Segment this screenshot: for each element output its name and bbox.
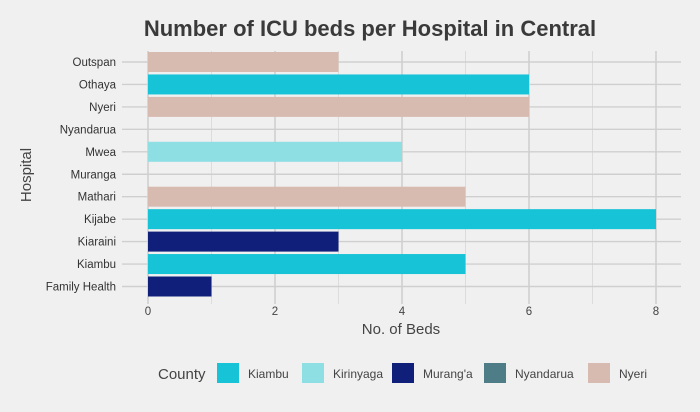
legend: County Kiambu Kirinyaga Murang'a Nyandarua N… (158, 363, 647, 383)
legend-label: Nyeri (619, 367, 647, 381)
legend-title: County (158, 366, 206, 383)
legend-item-nyandarua: Nyandarua (484, 363, 574, 383)
y-tick-label: Muranga (71, 169, 117, 181)
chart-title: Number of ICU beds per Hospital in Centr… (144, 16, 596, 41)
x-tick-label: 4 (399, 306, 406, 318)
bar-kiaraini (148, 231, 339, 252)
y-tick-label: Nyeri (89, 102, 116, 114)
x-tick-label: 8 (653, 306, 659, 318)
bar-mwea (148, 141, 402, 162)
bar-nyeri (148, 96, 529, 117)
y-tick-label: Outspan (73, 57, 116, 69)
bar-family-health (148, 276, 212, 297)
legend-swatch (588, 363, 610, 383)
y-tick-label: Mwea (85, 147, 116, 159)
legend-item-murang-a: Murang'a (392, 363, 473, 383)
legend-item-kiambu: Kiambu (217, 363, 289, 383)
x-tick-label: 0 (145, 306, 151, 318)
y-tick-label: Mathari (78, 192, 116, 204)
y-tick-label: Kiaraini (78, 237, 116, 249)
legend-label: Murang'a (423, 367, 473, 381)
y-tick-label: Othaya (79, 79, 117, 91)
y-tick-label: Kiambu (77, 259, 116, 271)
bar-othaya (148, 74, 529, 95)
legend-swatch (392, 363, 414, 383)
legend-item-kirinyaga: Kirinyaga (302, 363, 383, 383)
y-tick-label: Nyandarua (60, 124, 117, 136)
legend-swatch (302, 363, 324, 383)
legend-label: Kiambu (248, 367, 289, 381)
legend-item-nyeri: Nyeri (588, 363, 647, 383)
bar-mathari (148, 186, 466, 207)
legend-label: Nyandarua (515, 367, 574, 381)
x-tick-label: 6 (526, 306, 532, 318)
x-axis-label: No. of Beds (362, 321, 440, 338)
legend-swatch (217, 363, 239, 383)
y-axis-label: Hospital (18, 148, 35, 202)
legend-label: Kirinyaga (333, 367, 383, 381)
x-tick-labels: 0 2 4 6 8 (145, 306, 659, 318)
bar-outspan (148, 52, 339, 72)
bars (148, 52, 656, 297)
x-tick-label: 2 (272, 306, 278, 318)
bar-kijabe (148, 209, 656, 230)
legend-swatch (484, 363, 506, 383)
bar-kiambu (148, 254, 466, 275)
y-tick-labels: Outspan Othaya Nyeri Nyandarua Mwea Muranga Ma… (46, 57, 117, 294)
y-tick-label: Family Health (46, 282, 116, 294)
y-tick-label: Kijabe (84, 214, 116, 226)
